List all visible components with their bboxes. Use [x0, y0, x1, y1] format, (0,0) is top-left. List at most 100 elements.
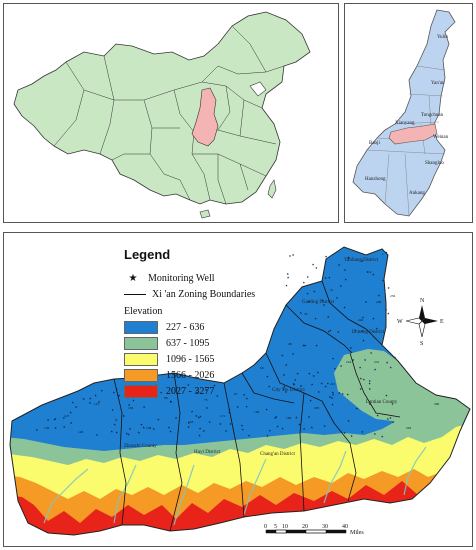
city-label-baoji: Baoji [369, 141, 380, 146]
legend-row-class: 637 - 1095 [124, 335, 284, 351]
monitoring-well-marker: ★ [303, 427, 306, 431]
monitoring-well-marker: ★ [110, 430, 113, 434]
monitoring-well-marker: ★ [340, 364, 343, 368]
legend-row-class: 227 - 636 [124, 319, 284, 335]
monitoring-well-marker: ★ [364, 358, 367, 362]
monitoring-well-marker: ★ [128, 403, 131, 407]
well-label: 115 [94, 402, 99, 406]
monitoring-well-marker: ★ [368, 381, 371, 385]
monitoring-well-marker: ★ [331, 396, 334, 400]
monitoring-well-marker: ★ [374, 432, 377, 436]
monitoring-well-marker: ★ [127, 396, 130, 400]
compass-east-label: E [440, 319, 444, 325]
monitoring-well-marker: ★ [70, 421, 73, 425]
monitoring-well-marker: ★ [314, 317, 317, 321]
monitoring-well-marker: ★ [354, 329, 357, 333]
monitoring-well-marker: ★ [311, 426, 314, 430]
monitoring-well-marker: ★ [374, 368, 377, 372]
monitoring-well-marker: ★ [160, 391, 163, 395]
monitoring-well-marker: ★ [115, 418, 118, 422]
monitoring-well-marker: ★ [372, 317, 375, 321]
monitoring-well-marker: ★ [334, 367, 337, 371]
well-label: 263 [406, 426, 412, 430]
monitoring-well-marker: ★ [283, 373, 286, 377]
monitoring-well-marker: ★ [143, 405, 146, 409]
well-label: 224 [346, 360, 352, 364]
monitoring-well-marker: ★ [89, 401, 92, 405]
well-label: 35 [304, 312, 308, 316]
monitoring-well-marker: ★ [328, 276, 331, 280]
monitoring-well-marker: ★ [360, 377, 363, 381]
monitoring-well-marker: ★ [368, 387, 371, 391]
monitoring-well-marker: ★ [344, 268, 347, 272]
monitoring-well-marker: ★ [266, 434, 269, 438]
monitoring-well-marker: ★ [375, 327, 378, 331]
monitoring-well-marker: ★ [338, 391, 341, 395]
monitoring-well-marker: ★ [142, 425, 145, 429]
scale-tick: 10 [282, 524, 288, 530]
well-label: 12 [368, 270, 372, 274]
monitoring-well-marker: ★ [361, 259, 364, 263]
monitoring-well-marker: ★ [362, 316, 365, 320]
monitoring-well-marker: ★ [363, 378, 366, 382]
district-label-changan: Chang'an District [260, 452, 296, 457]
legend-class-label: 227 - 636 [166, 321, 205, 333]
monitoring-well-marker: ★ [132, 398, 135, 402]
monitoring-well-marker: ★ [385, 250, 388, 254]
monitoring-well-marker: ★ [347, 256, 350, 260]
scale-bar: 0 5 10 20 30 40 Miles [264, 524, 364, 536]
monitoring-well-marker: ★ [53, 417, 56, 421]
monitoring-well-marker: ★ [337, 330, 340, 334]
monitoring-well-marker: ★ [289, 254, 292, 258]
monitoring-well-marker: ★ [96, 433, 99, 437]
shaanxi-map-svg: Yulin Yan'an Tongchuan Weinan Xianyang B… [352, 9, 456, 217]
legend-class-label: 1566 - 2026 [166, 369, 215, 381]
monitoring-well-marker: ★ [72, 401, 75, 405]
monitoring-well-marker: ★ [387, 286, 390, 290]
monitoring-well-marker: ★ [304, 344, 307, 348]
monitoring-well-marker: ★ [381, 434, 384, 438]
monitoring-well-marker: ★ [359, 366, 362, 370]
monitoring-well-marker: ★ [324, 385, 327, 389]
well-label: 48 [288, 342, 292, 346]
well-number-labels: 1 12 21 35 48 56 67 73 88 102 115 127 13… [44, 252, 440, 434]
monitoring-well-marker: ★ [315, 266, 318, 270]
monitoring-well-marker: ★ [282, 387, 285, 391]
monitoring-well-marker: ★ [378, 294, 381, 298]
shaanxi-province-map: Yulin Yan'an Tongchuan Weinan Xianyang B… [344, 3, 473, 223]
monitoring-well-marker: ★ [248, 433, 251, 437]
monitoring-well-marker: ★ [197, 416, 200, 420]
city-label-hanzhong: Hanzhong [365, 177, 386, 182]
monitoring-well-marker: ★ [199, 426, 202, 430]
monitoring-well-marker: ★ [285, 390, 288, 394]
monitoring-well-marker: ★ [392, 420, 395, 424]
monitoring-well-marker: ★ [213, 384, 216, 388]
monitoring-well-marker: ★ [341, 392, 344, 396]
monitoring-well-marker: ★ [199, 415, 202, 419]
monitoring-well-marker: ★ [387, 417, 390, 421]
legend-swatch [124, 368, 158, 382]
zoning-boundaries [113, 280, 401, 532]
monitoring-well-marker: ★ [391, 402, 394, 406]
monitoring-well-marker: ★ [336, 296, 339, 300]
monitoring-well-marker: ★ [125, 432, 128, 436]
city-label-shangluo: Shangluo [425, 161, 444, 166]
monitoring-well-marker: ★ [347, 256, 350, 260]
monitoring-well-marker: ★ [302, 344, 305, 348]
monitoring-well-marker: ★ [225, 429, 228, 433]
well-label: 139 [44, 426, 50, 430]
monitoring-well-marker: ★ [82, 397, 85, 401]
city-label-xianyang: Xianyang [395, 121, 415, 126]
monitoring-well-marker: ★ [175, 416, 178, 420]
china-map-svg [13, 11, 311, 219]
scale-tick: 30 [322, 524, 328, 530]
monitoring-well-marker: ★ [138, 430, 141, 434]
well-label: 171 [220, 414, 226, 418]
monitoring-well-marker: ★ [187, 383, 190, 387]
monitoring-well-marker: ★ [352, 358, 355, 362]
monitoring-well-marker: ★ [327, 315, 330, 319]
monitoring-well-marker: ★ [387, 312, 390, 316]
monitoring-well-marker: ★ [157, 417, 160, 421]
xian-outline [9, 246, 471, 536]
monitoring-well-marker: ★ [300, 311, 303, 315]
